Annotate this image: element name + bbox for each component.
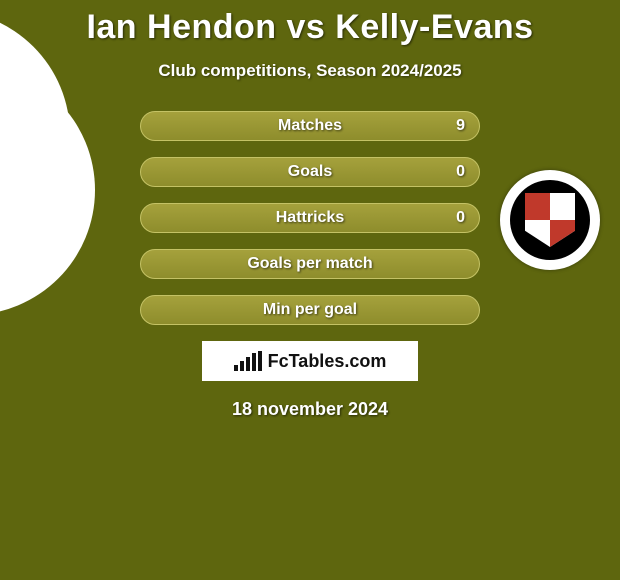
stat-row-hattricks: Hattricks 0 (140, 203, 480, 233)
stat-value-right: 0 (456, 209, 465, 227)
subtitle: Club competitions, Season 2024/2025 (0, 61, 620, 81)
shield-icon (525, 193, 575, 247)
brand-logo-box: FcTables.com (202, 341, 418, 381)
stat-row-matches: Matches 9 (140, 111, 480, 141)
stat-label: Goals per match (247, 255, 372, 273)
club-crest (500, 170, 600, 270)
date-text: 18 november 2024 (0, 399, 620, 420)
left-ellipse-2 (0, 65, 95, 315)
page-title: Ian Hendon vs Kelly-Evans (0, 0, 620, 47)
brand-text: FcTables.com (268, 351, 387, 372)
stat-value-right: 0 (456, 163, 465, 181)
stat-row-goals: Goals 0 (140, 157, 480, 187)
stat-bars-container: Matches 9 Goals 0 Hattricks 0 Goals per … (140, 111, 480, 325)
stat-value-right: 9 (456, 117, 465, 135)
stat-row-goals-per-match: Goals per match (140, 249, 480, 279)
stat-row-min-per-goal: Min per goal (140, 295, 480, 325)
stat-label: Matches (278, 117, 342, 135)
stat-label: Goals (288, 163, 332, 181)
club-crest-inner (510, 180, 590, 260)
stat-label: Hattricks (276, 209, 344, 227)
bar-chart-icon (234, 351, 262, 371)
stat-label: Min per goal (263, 301, 357, 319)
